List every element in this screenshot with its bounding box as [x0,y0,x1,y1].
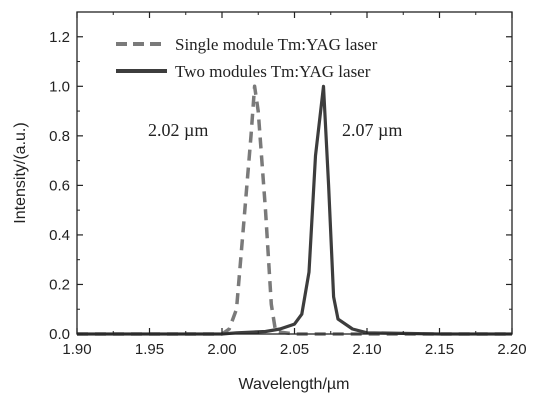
x-tick-label: 2.10 [352,341,381,358]
legend: Single module Tm:YAG laser Two modules T… [116,35,378,81]
y-tick-label: 1.0 [49,78,70,95]
legend-label-two-modules: Two modules Tm:YAG laser [175,62,371,81]
x-tick-label: 2.05 [280,341,309,358]
annotation-2-02-um: 2.02 µm [148,120,208,140]
y-tick-label: 0.6 [49,177,70,194]
series-line-0 [77,84,512,336]
legend-label-single-module: Single module Tm:YAG laser [175,35,378,54]
y-axis-title: Intensity/(a.u.) [12,122,29,223]
y-tick-label: 0.8 [49,128,70,145]
x-tick-label: 2.15 [425,341,454,358]
x-tick-label: 2.20 [497,341,526,358]
series-line-1 [77,84,512,336]
x-axis-title: Wavelength/µm [239,376,350,393]
x-tick-label: 1.90 [62,341,91,358]
plot-lines [77,84,512,336]
plot-frame [76,11,513,335]
y-tick-label: 0.2 [49,276,70,293]
x-tick-label: 2.00 [207,341,236,358]
y-tick-label: 1.2 [49,29,70,46]
x-tick-label: 1.95 [135,341,164,358]
y-tick-label: 0.4 [49,227,70,244]
annotation-2-07-um: 2.07 µm [342,120,402,140]
y-tick-label: 0.0 [49,326,70,343]
axis-ticks: 1.90 1.95 2.00 2.05 2.10 2.15 2.20 0.0 0.2 0.4 0.6… [49,11,527,358]
